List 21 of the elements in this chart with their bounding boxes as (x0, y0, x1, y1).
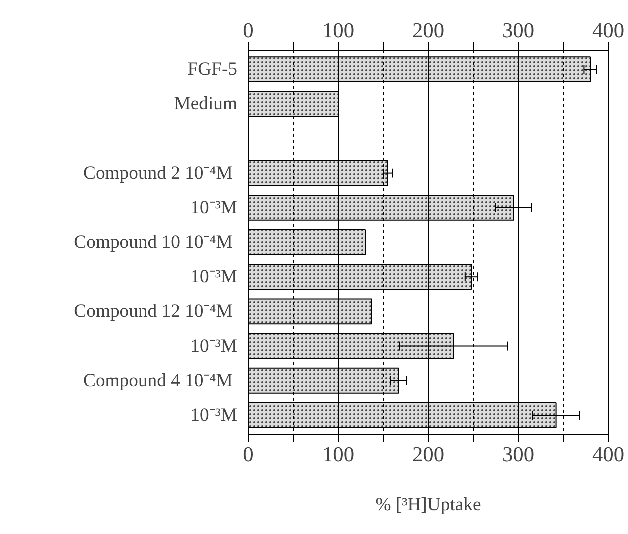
y-tick-label: Compound 12 10⁻⁴M (74, 301, 234, 322)
y-tick-label: 10⁻³M (190, 336, 238, 357)
x-tick-label: 300 (502, 18, 535, 42)
y-tick-label: 10⁻³M (190, 404, 238, 426)
y-tick-label: FGF-5 (188, 59, 238, 80)
y-tick-label: Medium (174, 94, 238, 115)
x2-tick-label: 100 (322, 442, 355, 466)
x-tick-label: 400 (592, 18, 625, 42)
x2-tick-label: 200 (412, 442, 445, 466)
x2-tick-label: 300 (502, 442, 535, 466)
y-tick-label: Compound 2 10⁻⁴M (84, 162, 234, 184)
x-tick-label: 200 (412, 18, 445, 42)
y-tick-label: 10⁻³M (190, 197, 238, 218)
y-tick-label: 10⁻³M (190, 266, 238, 288)
x2-tick-label: 0 (243, 442, 254, 466)
y-tick-label: Compound 10 10⁻⁴M (74, 232, 234, 253)
x-axis-title: % [³H]Uptake (376, 494, 482, 516)
x-tick-label: 0 (243, 18, 254, 42)
y-tick-label: Compound 4 10⁻⁴M (84, 370, 234, 392)
x2-tick-label: 400 (592, 442, 625, 466)
x-tick-label: 100 (322, 18, 355, 42)
